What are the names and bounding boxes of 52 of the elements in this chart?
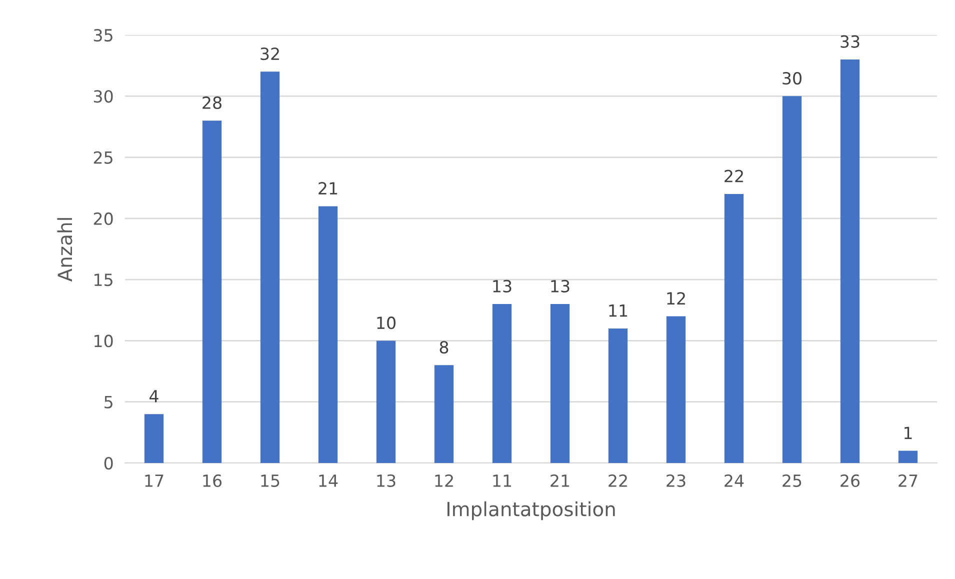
bar [550, 304, 570, 463]
x-tick-label: 22 [608, 474, 627, 487]
bar [840, 59, 860, 463]
data-label: 13 [551, 280, 570, 292]
data-label: 21 [318, 182, 338, 194]
x-tick-label: 11 [493, 474, 512, 487]
x-tick-label: 12 [435, 474, 453, 487]
y-tick-label: 25 [94, 151, 112, 164]
y-tick-label: 35 [94, 28, 112, 42]
bar [782, 96, 802, 463]
x-tick-label: 24 [724, 474, 744, 487]
bar [608, 328, 628, 463]
x-axis-title: Implantatposition [447, 501, 615, 520]
data-label: 8 [440, 341, 448, 354]
data-label: 30 [782, 72, 802, 85]
data-label: 4 [150, 390, 158, 402]
data-label: 10 [377, 316, 396, 330]
x-tick-label: 25 [782, 474, 802, 488]
data-label: 33 [840, 35, 860, 48]
data-label: 22 [724, 170, 743, 182]
y-tick-label: 10 [94, 334, 113, 348]
bar [666, 316, 686, 463]
bar [260, 72, 280, 463]
bar [724, 194, 744, 463]
x-tick-label: 17 [145, 474, 164, 487]
bar [898, 450, 918, 463]
y-tick-label: 5 [104, 396, 112, 408]
data-label: 11 [609, 304, 628, 317]
bar [202, 120, 222, 463]
y-axis-title: Anzahl [57, 218, 72, 282]
bar [434, 365, 454, 463]
x-tick-label: 23 [666, 474, 686, 488]
data-label: 1 [904, 426, 912, 439]
y-tick-label: 0 [104, 456, 113, 470]
x-tick-label: 21 [550, 474, 570, 487]
data-label: 13 [493, 280, 512, 292]
x-tick-label: 13 [377, 474, 396, 488]
y-tick-label: 20 [94, 212, 113, 225]
bar [318, 206, 338, 463]
data-label: 28 [202, 96, 222, 110]
bar [144, 414, 164, 463]
y-tick-label: 30 [94, 90, 113, 103]
bar [376, 340, 396, 463]
x-tick-label: 14 [319, 474, 338, 487]
y-tick-label: 15 [94, 274, 112, 286]
bar [492, 304, 512, 463]
data-label: 32 [260, 48, 279, 60]
x-tick-label: 16 [203, 474, 222, 488]
x-tick-label: 26 [840, 474, 860, 488]
data-label: 12 [667, 292, 685, 304]
x-tick-label: 15 [261, 474, 280, 488]
x-tick-label: 27 [898, 474, 918, 487]
